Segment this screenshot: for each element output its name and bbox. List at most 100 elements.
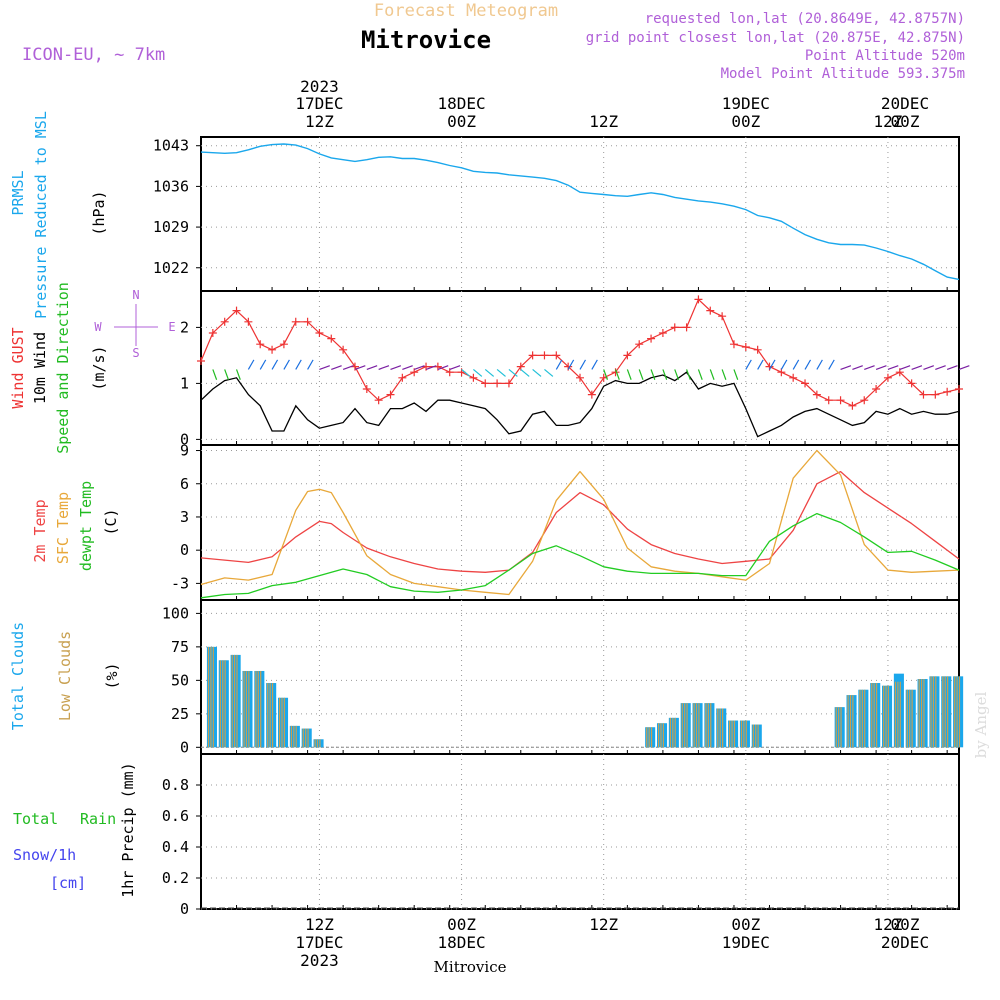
low-cloud-bar [883,685,885,748]
total-cloud-bar [301,728,312,748]
total-cloud-bar [656,723,668,748]
gust-marker [256,340,265,349]
low-cloud-bar [944,676,946,748]
wind-direction-arrow [567,359,575,370]
wind-direction-arrow [390,365,402,370]
top-date-label: 17DEC [295,94,343,113]
pressure-labels: PRMSL Pressure Reduced to MSL (hPa) [9,111,108,319]
total-cloud-bar [739,720,750,748]
low-cloud-bar [281,697,283,748]
total-cloud-bar [704,703,715,748]
gust-line [200,298,960,407]
low-cloud-bar [849,695,852,748]
low-cloud-bar [707,703,709,748]
wind-direction-arrow [413,365,425,370]
total-cloud-bar [266,683,277,748]
y-tick-label: 0.4 [162,838,189,856]
top-year-label: 2023 [300,77,339,96]
wind-direction-arrow [235,369,241,380]
low-cloud-bar [295,725,297,748]
y-tick-label: 0 [180,430,189,448]
total-cloud-bar [680,703,691,748]
wind-direction-arrow [626,369,632,380]
low-cloud-bar [835,707,837,748]
total-cloud-bar [313,739,324,748]
wind-direction-arrow [911,365,923,370]
wind-direction-arrow [378,365,390,370]
y-tick-label: 1036 [153,177,189,195]
wind-direction-arrow [697,369,703,380]
gust-marker [197,357,205,365]
low-cloud-bar [681,703,683,748]
gust-marker [682,323,691,332]
y-tick-label: 1022 [153,259,189,277]
wind-direction-arrow [283,359,290,370]
gust-marker [208,329,217,337]
low-cloud-bar [260,670,262,748]
low-cloud-bar [899,681,901,748]
low-cloud-bar [662,723,664,748]
top-date-label: 20DEC [881,94,929,113]
panel-frame [200,753,960,910]
gust-marker [493,379,502,388]
bottom-date-label: 19DEC [722,933,770,952]
low-cloud-bar [852,695,854,748]
wind-direction-arrow [804,359,812,370]
wind-direction-arrow [768,359,776,370]
precip-panel: 0.8 0.6 0.4 0.2 0 [162,753,960,918]
compass-s: S [132,346,139,360]
bottom-date-label: 20DEC [881,933,929,952]
wind-direction-arrow [508,368,518,377]
total-cloud-bar [905,689,916,748]
gust-marker [670,323,679,332]
wind-direction-arrow [402,365,413,370]
low-cloud-bar [909,689,911,748]
gust-marker [220,317,229,326]
low-cloud-bar [646,727,648,748]
y-tick-label: 0 [180,541,189,559]
low-cloud-label: Low Clouds [56,631,74,721]
total-cloud-bar [870,683,881,748]
total-cloud-bar [289,725,300,748]
wind-unit: (m/s) [90,345,108,390]
low-cloud-bar [698,703,700,748]
gust-marker [694,295,703,304]
dewpt-label: dewpt Temp [77,481,95,571]
total-cloud-bar [645,727,656,748]
top-time-label: 00Z [731,112,760,131]
low-cloud-bar [693,703,695,748]
top-time-label: 00Z [891,112,920,131]
gust-marker [931,390,940,399]
low-cloud-bar [838,707,840,748]
wind-direction-arrow [745,359,752,370]
gust-marker [576,373,584,382]
pressure-line [200,143,960,281]
gust-marker [540,351,549,360]
compass-n: N [132,288,139,302]
compass-e: E [168,320,175,334]
wind-direction-arrow [721,369,727,380]
pressure-label-2: Pressure Reduced to MSL [32,111,50,319]
low-cloud-bar [710,703,712,748]
gust-marker [268,345,277,354]
gust-marker [848,401,857,410]
total-cloud-bar [218,660,229,748]
model-label: ICON-EU, ~ 7km [22,45,165,65]
pressure-panel: 1043 1036 1029 1022 [153,136,960,292]
wind-direction-arrow [899,365,911,370]
total-cloud-bar [941,676,952,748]
cloud-labels: Total Clouds Low Clouds (%) [9,622,121,730]
gust-marker [410,368,419,377]
low-cloud-bar [305,728,307,748]
low-cloud-bar [861,689,863,748]
y-tick-label: 50 [171,671,189,689]
low-cloud-bar [657,723,660,748]
wind-direction-arrow [614,369,620,380]
top-date-label: 19DEC [722,94,770,113]
bottom-time-label: 00Z [447,915,476,934]
wind-direction-arrow [757,359,764,370]
total-cloud-bar [929,676,940,748]
low-cloud-bar [650,727,653,748]
y-tick-label: 1029 [153,218,189,236]
wind-direction-arrow [828,359,835,370]
